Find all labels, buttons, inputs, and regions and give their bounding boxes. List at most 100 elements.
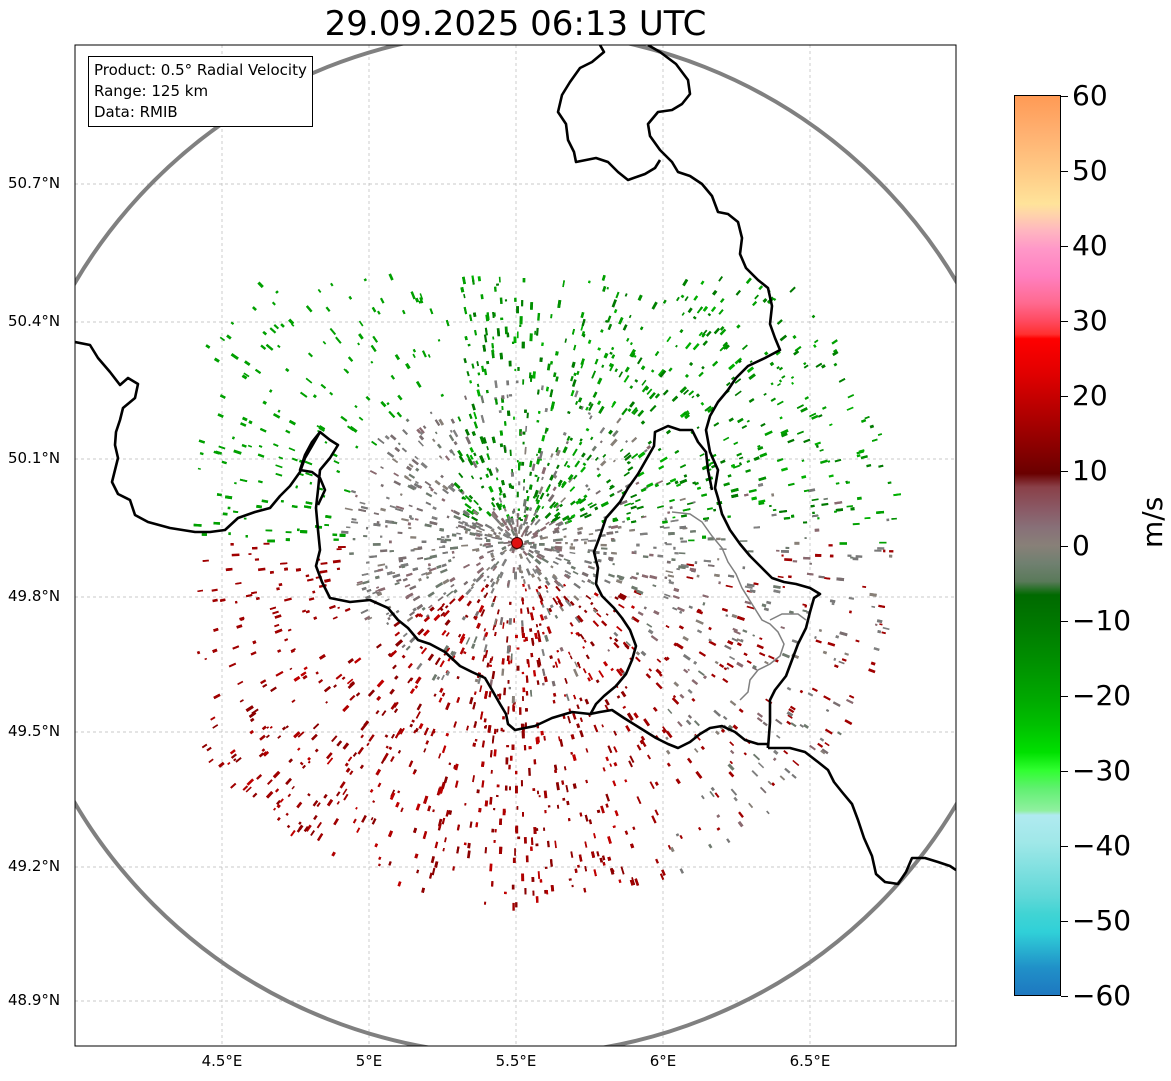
echo-pixel: [545, 580, 551, 586]
echo-pixel: [492, 565, 498, 572]
echo-pixel: [475, 532, 483, 537]
echo-pixel: [436, 564, 442, 569]
echo-pixel: [763, 607, 770, 612]
echo-pixel: [305, 574, 310, 578]
echo-pixel: [577, 531, 582, 535]
echo-pixel: [582, 668, 587, 674]
echo-pixel: [521, 626, 525, 633]
echo-pixel: [589, 415, 593, 420]
echo-pixel: [347, 356, 354, 362]
echo-pixel: [632, 826, 636, 831]
echo-pixel: [544, 512, 552, 519]
echo-pixel: [623, 452, 631, 459]
echo-pixel: [427, 653, 435, 662]
echo-pixel: [525, 557, 532, 564]
echo-pixel: [491, 828, 495, 833]
echo-pixel: [335, 336, 342, 344]
echo-pixel: [597, 559, 602, 563]
echo-pixel: [396, 411, 402, 418]
echo-pixel: [692, 501, 696, 504]
echo-pixel: [599, 427, 606, 434]
echo-pixel: [415, 676, 422, 685]
echo-pixel: [631, 407, 638, 414]
echo-pixel: [552, 573, 557, 579]
echo-pixel: [492, 507, 496, 511]
echo-pixel: [450, 482, 455, 488]
colorbar-tick-label: 60: [1061, 79, 1108, 112]
echo-pixel: [686, 501, 695, 506]
echo-pixel: [612, 563, 615, 566]
echo-pixel: [479, 476, 483, 480]
echo-pixel: [527, 583, 531, 590]
echo-pixel: [352, 818, 357, 824]
echo-pixel: [682, 278, 689, 287]
echo-pixel: [440, 474, 444, 479]
echo-pixel: [354, 405, 358, 409]
echo-pixel: [647, 629, 654, 635]
echo-pixel: [768, 655, 775, 660]
echo-pixel: [555, 538, 563, 542]
echo-pixel: [305, 610, 310, 614]
lon-label: 4.5°E: [201, 1052, 243, 1070]
echo-pixel: [210, 716, 216, 721]
echo-pixel: [609, 363, 615, 372]
echo-pixel: [626, 511, 631, 515]
echo-pixel: [648, 668, 653, 672]
echo-pixel: [753, 526, 761, 529]
echo-pixel: [465, 436, 472, 445]
echo-pixel: [757, 444, 761, 448]
echo-pixel: [243, 517, 247, 520]
echo-pixel: [307, 793, 311, 797]
echo-pixel: [719, 326, 725, 331]
echo-pixel: [688, 390, 694, 396]
echo-pixel: [479, 685, 483, 693]
echo-pixel: [416, 869, 420, 874]
echo-pixel: [516, 665, 520, 671]
echo-pixel: [508, 686, 511, 690]
echo-pixel: [415, 711, 421, 719]
echo-pixel: [850, 507, 855, 511]
echo-pixel: [803, 723, 809, 729]
echo-pixel: [729, 741, 735, 747]
echo-pixel: [427, 354, 431, 358]
echo-pixel: [606, 479, 612, 484]
echo-pixel: [531, 877, 535, 882]
echo-pixel: [450, 583, 455, 588]
echo-pixel: [583, 639, 587, 643]
echo-pixel: [450, 650, 455, 656]
echo-pixel: [370, 344, 377, 352]
echo-pixel: [708, 640, 717, 647]
echo-pixel: [358, 333, 364, 340]
echo-pixel: [726, 838, 731, 844]
echo-pixel: [257, 453, 265, 458]
echo-pixel: [524, 409, 527, 413]
echo-pixel: [275, 290, 279, 294]
echo-pixel: [363, 535, 368, 538]
echo-pixel: [401, 517, 409, 522]
echo-pixel: [579, 730, 584, 738]
echo-pixel: [847, 554, 852, 557]
echo-pixel: [541, 385, 544, 391]
echo-pixel: [441, 603, 445, 607]
echo-pixel: [427, 567, 431, 570]
echo-pixel: [726, 381, 731, 387]
echo-pixel: [444, 538, 452, 542]
echo-pixel: [406, 465, 412, 472]
echo-pixel: [550, 501, 557, 508]
echo-pixel: [688, 539, 695, 542]
echo-pixel: [483, 718, 487, 723]
echo-pixel: [486, 510, 492, 517]
echo-pixel: [667, 708, 673, 714]
echo-pixel: [512, 706, 515, 712]
echo-pixel: [472, 578, 477, 582]
echo-pixel: [410, 549, 415, 552]
echo-pixel: [792, 334, 797, 340]
echo-pixel: [278, 456, 284, 460]
echo-pixel: [501, 479, 505, 486]
echo-pixel: [360, 609, 369, 614]
echo-pixel: [579, 697, 583, 702]
echo-pixel: [753, 456, 760, 461]
echo-pixel: [787, 482, 795, 487]
echo-pixel: [454, 763, 459, 771]
echo-pixel: [537, 637, 542, 643]
